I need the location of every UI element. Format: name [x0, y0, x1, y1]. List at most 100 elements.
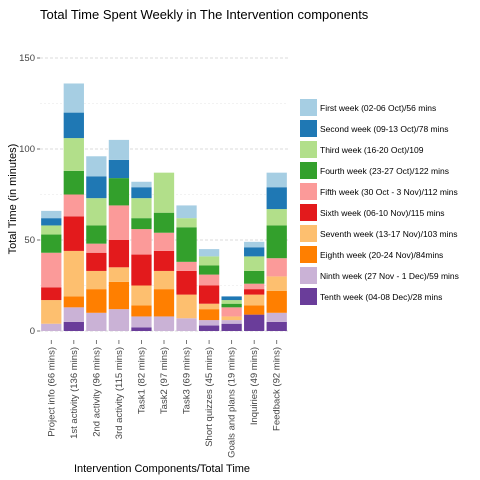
legend-swatch [300, 225, 317, 242]
x-tick-label: Task3 (69 mins) [182, 347, 193, 414]
legend-swatch [300, 267, 317, 284]
bar-segment [108, 281, 130, 310]
x-tick-label: 3rd activity (115 mins) [114, 347, 125, 439]
x-tick-label: 2nd activity (96 mins) [91, 347, 102, 437]
legend-swatch [300, 141, 317, 158]
bar-segment [266, 321, 287, 331]
bar-segment [244, 270, 265, 284]
bar-segment [176, 270, 197, 295]
x-tick-label: Task2 (97 mins) [159, 347, 170, 414]
bar-segment [131, 254, 152, 286]
y-tick-label: 50 [24, 235, 35, 246]
x-axis: Project info (66 mins) 1st activity (136 … [46, 340, 283, 458]
bar-segment [221, 303, 242, 308]
bar-segment [153, 212, 175, 233]
bar-segment [244, 314, 265, 331]
bar-segment [266, 276, 287, 291]
bar-segment [41, 210, 62, 219]
bar-segment [198, 249, 220, 257]
bar-segment [63, 138, 84, 171]
bar-segment [131, 285, 152, 306]
bar-segment [198, 274, 220, 286]
bar-segment [244, 247, 265, 257]
bar-segment [244, 241, 265, 248]
bar-segment [244, 294, 265, 306]
x-tick-label: Feedback (92 mins) [272, 347, 283, 431]
bar-segment [41, 287, 62, 301]
bar-segment [108, 309, 130, 331]
legend-swatch [300, 99, 317, 116]
bar-segment [266, 187, 287, 210]
bar-segment [41, 300, 62, 324]
bar-segment [63, 321, 84, 331]
x-tick-label: Short quizzes (45 mins) [204, 347, 215, 447]
bar-segment [63, 250, 84, 297]
bar-segment [176, 294, 197, 319]
bar-segment [153, 172, 175, 213]
bar-segment [63, 296, 84, 308]
x-tick-label: Inquiries (49 mins) [249, 347, 260, 425]
bar-segment [86, 225, 107, 244]
bar-segment [198, 320, 220, 326]
legend-label: First week (02-06 Oct)/56 mins [320, 103, 436, 113]
x-axis-title: Intervention Components/Total Time [74, 463, 250, 475]
bar-segment [63, 112, 84, 139]
bar-segment [131, 187, 152, 199]
bar-segment [63, 216, 84, 251]
legend-swatch [300, 183, 317, 200]
bar-segment [244, 289, 265, 295]
bars-group [41, 83, 287, 331]
legend-swatch [300, 288, 317, 305]
bar-segment [176, 261, 197, 271]
y-axis-title: Total Time (in minutes) [7, 144, 19, 255]
bar-segment [108, 178, 130, 206]
bar-segment [131, 229, 152, 255]
bar-segment [266, 209, 287, 226]
bar-segment [131, 198, 152, 219]
bar-segment [131, 327, 152, 331]
y-tick-label: 100 [19, 144, 35, 155]
bar-segment [41, 234, 62, 253]
legend-label: Eighth week (20-24 Nov)/84mins [320, 250, 443, 260]
legend: First week (02-06 Oct)/56 mins Second wee… [300, 99, 459, 305]
bar-segment [131, 181, 152, 188]
y-axis: 0 50 100 150 [19, 53, 40, 337]
bar-segment [153, 270, 175, 290]
chart-title: Total Time Spent Weekly in The Intervent… [40, 7, 369, 22]
bar-segment [41, 323, 62, 331]
bar-segment [221, 316, 242, 321]
bar-segment [221, 300, 242, 304]
x-tick-label: 1st activity (136 mins) [69, 347, 80, 439]
legend-label: Third week (16-20 Oct)/109 [320, 145, 424, 155]
bar-segment [131, 316, 152, 328]
bar-segment [86, 270, 107, 290]
bar-segment [176, 205, 197, 219]
bar-segment [176, 318, 197, 331]
bar-segment [86, 243, 107, 253]
bar-segment [86, 156, 107, 177]
bar-segment [153, 289, 175, 317]
bar-segment [153, 316, 175, 331]
bar-segment [266, 225, 287, 259]
bar-segment [221, 296, 242, 301]
bar-segment [41, 225, 62, 235]
bar-segment [266, 290, 287, 313]
bar-segment [86, 289, 107, 313]
bar-segment [198, 256, 220, 266]
bar-segment [244, 256, 265, 271]
bar-segment [108, 240, 130, 268]
legend-label: Second week (09-13 Oct)/78 mins [320, 124, 449, 134]
bar-segment [266, 172, 287, 188]
y-tick-label: 150 [19, 53, 35, 64]
legend-swatch [300, 120, 317, 137]
bar-segment [244, 305, 265, 315]
y-tick-label: 0 [30, 326, 35, 337]
legend-label: Tenth week (04-08 Dec)/28 mins [320, 292, 442, 302]
bar-segment [198, 309, 220, 321]
bar-segment [266, 258, 287, 277]
x-tick-label: Project info (66 mins) [46, 347, 57, 437]
x-tick-label: Task1 (82 mins) [136, 347, 147, 414]
bar-segment [63, 194, 84, 217]
legend-label: Seventh week (13-17 Nov)/103 mins [320, 229, 458, 239]
